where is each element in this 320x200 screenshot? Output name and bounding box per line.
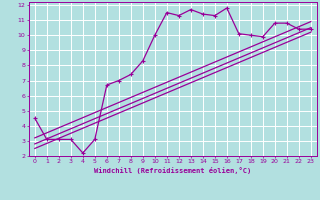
X-axis label: Windchill (Refroidissement éolien,°C): Windchill (Refroidissement éolien,°C): [94, 167, 252, 174]
